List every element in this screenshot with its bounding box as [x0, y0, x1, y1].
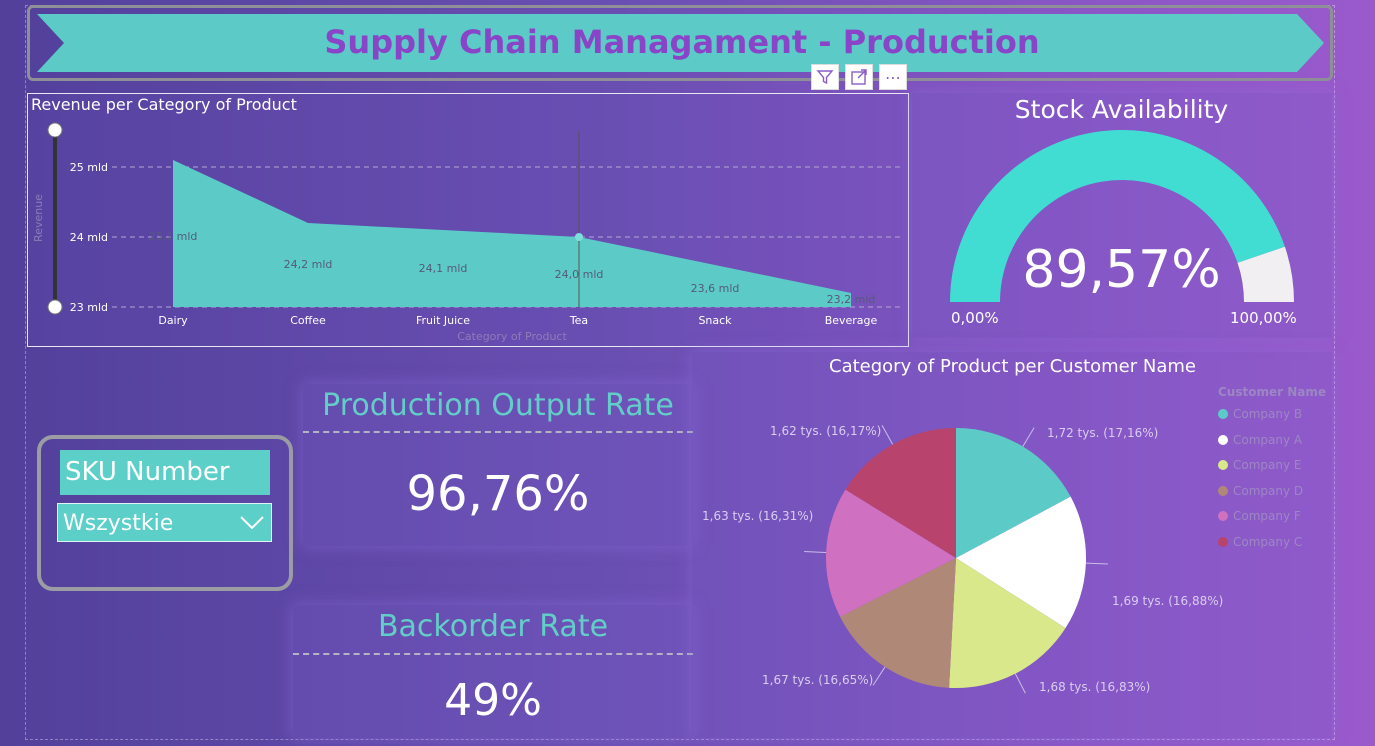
- gauge-title: Stock Availability: [1014, 95, 1229, 124]
- pie-slice: [956, 496, 1086, 629]
- x-tick-label: Tea: [569, 314, 588, 327]
- pie-slice: [826, 489, 956, 617]
- legend-marker: [1218, 460, 1228, 470]
- revenue-area-chart[interactable]: 25 mld 24 mld 23 mld Dairy Coffee Fruit Juic…: [27, 93, 909, 347]
- legend-marker: [1218, 485, 1228, 496]
- legend-label: Company B: [1233, 407, 1303, 421]
- x-tick-label: Coffee: [290, 314, 326, 327]
- pie-slice: [840, 558, 956, 688]
- filter-icon[interactable]: [811, 64, 839, 90]
- x-axis-label: Category of Product: [457, 330, 567, 343]
- pie-data-label: 1,69 tys. (16,88%): [1112, 594, 1224, 608]
- kpi-divider: [303, 431, 693, 433]
- gauge-max-label: 100,00%: [1230, 309, 1297, 327]
- y-tick-label: 23 mld: [70, 301, 108, 314]
- pie-leader-line: [881, 424, 894, 445]
- legend-label: Company A: [1233, 432, 1303, 447]
- production-output-card[interactable]: [303, 384, 693, 546]
- legend-marker: [1218, 511, 1228, 521]
- gauge-fill: [950, 130, 1285, 302]
- kpi-value: 49%: [444, 675, 542, 726]
- y-axis-label: Revenue: [32, 194, 45, 242]
- data-label: 23,2 mld: [827, 293, 876, 306]
- gauge-track: [1237, 246, 1294, 302]
- legend-item[interactable]: Company A: [1218, 433, 1302, 447]
- pie-slice: [949, 558, 1066, 688]
- backorder-card[interactable]: [293, 605, 693, 738]
- stock-gauge[interactable]: [950, 130, 1295, 305]
- pie-data-label: 1,67 tys. (16,65%): [762, 673, 874, 687]
- legend-item[interactable]: Company C: [1218, 535, 1302, 549]
- hover-point: [575, 233, 583, 241]
- pie-leader-line: [872, 666, 886, 686]
- pie-slice: [956, 428, 1071, 558]
- data-label: 24,1 mld: [419, 262, 468, 275]
- slicer-label: SKU Number: [60, 450, 270, 495]
- pie-leader-line: [804, 551, 827, 553]
- gauge-value: 89,57%: [1022, 240, 1221, 300]
- pie-slice: [845, 428, 956, 558]
- title-frame: [27, 5, 1333, 81]
- legend-item[interactable]: Company E: [1218, 458, 1301, 472]
- data-label: 24,2 mld: [284, 258, 333, 271]
- legend-item[interactable]: Company B: [1218, 407, 1302, 421]
- legend-item[interactable]: Company D: [1218, 484, 1303, 498]
- data-label: 24,0 mld: [555, 268, 604, 281]
- legend-label: Company C: [1233, 534, 1303, 549]
- y-tick-label: 24 mld: [70, 231, 108, 244]
- pie-title: Category of Product per Customer Name: [829, 356, 1196, 377]
- data-label: 25,1 mld: [149, 230, 198, 243]
- pie-data-label: 1,63 tys. (16,31%): [702, 509, 814, 523]
- title-banner: [37, 14, 1324, 72]
- page-title: Supply Chain Managament - Production: [324, 23, 1040, 61]
- pie-data-label: 1,72 tys. (17,16%): [1047, 426, 1159, 440]
- pie-leader-line: [1014, 673, 1026, 694]
- legend-item[interactable]: Company F: [1218, 509, 1301, 523]
- x-tick-label: Fruit Juice: [416, 314, 470, 327]
- sku-dropdown-value: Wszystkie: [63, 511, 174, 536]
- legend-marker: [1218, 434, 1228, 445]
- data-label: 23,6 mld: [691, 282, 740, 295]
- legend-label: Company D: [1233, 483, 1304, 498]
- focus-mode-icon[interactable]: [845, 64, 873, 90]
- legend-marker: [1218, 536, 1228, 547]
- chevron-down-icon: [240, 516, 264, 530]
- legend-title: Customer Name: [1218, 385, 1326, 399]
- legend-label: Company F: [1233, 509, 1301, 523]
- gauge-min-label: 0,00%: [951, 309, 999, 327]
- y-range-handle-top[interactable]: [47, 122, 63, 138]
- x-tick-label: Snack: [698, 314, 732, 327]
- legend-label: Company E: [1233, 458, 1302, 472]
- chart-title: Revenue per Category of Product: [31, 95, 297, 114]
- kpi-title: Backorder Rate: [377, 609, 609, 644]
- slicer-frame: [37, 435, 293, 591]
- more-options-icon[interactable]: ⋯: [879, 64, 907, 90]
- pie-data-label: 1,62 tys. (16,17%): [770, 424, 882, 438]
- kpi-title: Production Output Rate: [322, 388, 674, 423]
- pie-data-label: 1,68 tys. (16,83%): [1039, 680, 1151, 694]
- pie-leader-line: [1085, 562, 1108, 565]
- pie-leader-line: [1022, 427, 1035, 447]
- kpi-value: 96,76%: [406, 466, 590, 522]
- customer-pie-chart[interactable]: [692, 352, 1332, 738]
- sku-dropdown[interactable]: Wszystkie: [57, 503, 272, 542]
- x-tick-label: Dairy: [158, 314, 188, 327]
- y-range-handle-bottom[interactable]: [47, 299, 63, 315]
- y-tick-label: 25 mld: [70, 161, 108, 174]
- x-tick-label: Beverage: [825, 314, 878, 327]
- area-series: [173, 160, 851, 307]
- kpi-divider: [293, 653, 693, 655]
- legend-marker: [1218, 409, 1228, 419]
